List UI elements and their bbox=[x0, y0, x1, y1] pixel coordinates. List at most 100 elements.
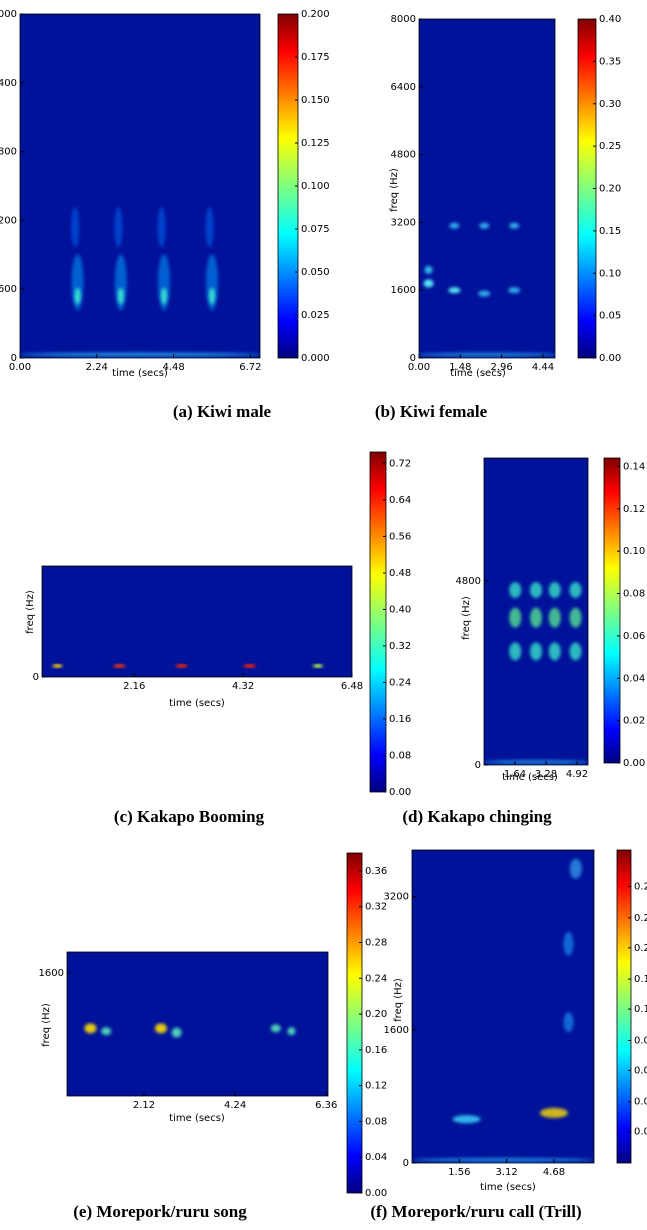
y-axis-label: freq (Hz) bbox=[389, 168, 400, 212]
y-tick-label: 6400 bbox=[391, 82, 416, 93]
energy-patch bbox=[530, 582, 542, 599]
energy-patch bbox=[270, 1024, 281, 1033]
x-axis-label: time (secs) bbox=[450, 368, 506, 379]
colorbar-tick-label: 0.000 bbox=[301, 353, 330, 364]
y-tick-label: 0 bbox=[475, 760, 481, 771]
energy-patch bbox=[71, 207, 80, 248]
y-axis-label: freq (Hz) bbox=[41, 1003, 52, 1047]
colorbar-tick-label: 0.16 bbox=[365, 1045, 387, 1056]
energy-patch bbox=[413, 1157, 593, 1162]
colorbar-tick-label: 0.64 bbox=[389, 495, 411, 506]
colorbar-tick-label: 0.0 bbox=[634, 1127, 647, 1138]
energy-patch bbox=[479, 222, 490, 229]
y-axis-label: freq (Hz) bbox=[393, 978, 404, 1022]
y-tick-label: 1600 bbox=[39, 968, 64, 979]
x-tick-label: 4.44 bbox=[532, 362, 554, 373]
colorbar-tick-label: 0.00 bbox=[623, 758, 645, 769]
spectrogram-background bbox=[19, 13, 261, 359]
energy-patch bbox=[548, 582, 561, 599]
x-tick-label: 4.92 bbox=[566, 769, 588, 780]
energy-patch bbox=[539, 1107, 568, 1118]
caption: (b) Kiwi female bbox=[375, 402, 488, 421]
energy-patch bbox=[478, 290, 491, 297]
y-tick-label: 3200 bbox=[0, 215, 17, 226]
energy-patch bbox=[205, 207, 214, 248]
energy-patch bbox=[569, 582, 582, 599]
x-tick-label: 6.48 bbox=[341, 681, 363, 692]
colorbar-tick-label: 0.16 bbox=[389, 714, 411, 725]
colorbar-tick-label: 0.48 bbox=[389, 568, 411, 579]
spectrogram-background bbox=[418, 18, 556, 359]
spectral-energy bbox=[20, 207, 260, 357]
colorbar bbox=[616, 849, 632, 1164]
colorbar bbox=[346, 852, 363, 1194]
spectrogram-background bbox=[41, 565, 353, 678]
colorbar-tick-label: 0.175 bbox=[301, 52, 330, 63]
energy-patch bbox=[449, 222, 460, 229]
spectrogram-panel: 0.00 1.48 2.96 4.44 0 1600 3200 4800 6400 8000 0.0… bbox=[375, 14, 621, 421]
energy-patch bbox=[114, 254, 127, 311]
energy-patch bbox=[530, 607, 542, 628]
x-axis-label: time (secs) bbox=[502, 772, 558, 783]
colorbar-tick-label: 0.10 bbox=[599, 268, 621, 279]
colorbar-tick-label: 0.00 bbox=[599, 353, 621, 364]
x-tick-label: 1.56 bbox=[448, 1167, 470, 1178]
y-tick-label: 1600 bbox=[391, 285, 416, 296]
energy-patch bbox=[209, 288, 215, 305]
colorbar-tick-label: 0.04 bbox=[365, 1152, 387, 1163]
colorbar-tick-label: 0.35 bbox=[599, 56, 621, 67]
colorbar-tick-label: 0.15 bbox=[599, 226, 621, 237]
energy-patch bbox=[448, 287, 461, 294]
x-tick-label: 2.12 bbox=[133, 1100, 155, 1111]
y-axis-label: freq (Hz) bbox=[461, 596, 472, 640]
y-tick-label: 4800 bbox=[391, 150, 416, 161]
spectrogram-panel: 1.56 3.12 4.68 0 1600 3200 0.2 0.2 0.2 0.1 0.1 0.0 0… bbox=[370, 849, 647, 1221]
energy-patch bbox=[158, 254, 170, 311]
spectral-energy bbox=[484, 582, 588, 764]
energy-patch bbox=[113, 663, 126, 668]
energy-patch bbox=[74, 288, 81, 305]
colorbar-tick-label: 0.08 bbox=[389, 750, 411, 761]
x-axis-label: time (secs) bbox=[169, 698, 225, 709]
colorbar-tick-label: 0.10 bbox=[623, 546, 645, 557]
energy-patch bbox=[509, 582, 522, 599]
spectral-energy bbox=[417, 222, 557, 357]
colorbar-tick-label: 0.36 bbox=[365, 866, 387, 877]
energy-patch bbox=[424, 265, 433, 274]
colorbar-tick-label: 0.2 bbox=[634, 882, 647, 893]
energy-patch bbox=[508, 287, 521, 294]
x-tick-label: 2.16 bbox=[123, 681, 145, 692]
energy-patch bbox=[530, 642, 542, 661]
energy-patch bbox=[161, 288, 167, 305]
energy-patch bbox=[548, 642, 561, 661]
energy-patch bbox=[287, 1027, 296, 1036]
y-tick-label: 1600 bbox=[384, 1025, 409, 1036]
colorbar-tick-label: 0.20 bbox=[599, 184, 621, 195]
colorbar-tick-label: 0.00 bbox=[365, 1188, 387, 1199]
energy-patch bbox=[509, 607, 522, 628]
y-tick-label: 1600 bbox=[0, 284, 17, 295]
x-tick-label: 4.32 bbox=[232, 681, 254, 692]
y-tick-label: 4800 bbox=[0, 147, 17, 158]
colorbar-tick-label: 0.050 bbox=[301, 267, 330, 278]
colorbar-tick-label: 0.04 bbox=[623, 673, 645, 684]
y-tick-label: 0 bbox=[11, 353, 17, 364]
spectrogram-background bbox=[411, 849, 595, 1164]
spectrogram-panel: 1.64 3.28 4.92 0 4800 0.00 0.02 0.04 0.06 0.08 0.1… bbox=[402, 457, 645, 826]
y-axis-label: freq (Hz) bbox=[25, 590, 36, 634]
energy-patch bbox=[484, 759, 588, 764]
colorbar-tick-label: 0.0 bbox=[634, 1065, 647, 1076]
energy-patch bbox=[206, 254, 218, 311]
colorbar-tick-label: 0.25 bbox=[599, 141, 621, 152]
x-axis-label: time (secs) bbox=[480, 1182, 536, 1193]
colorbar-tick-label: 0.32 bbox=[365, 902, 387, 913]
colorbar-tick-label: 0.2 bbox=[634, 943, 647, 954]
y-tick-label: 0 bbox=[33, 672, 39, 683]
colorbar-tick-label: 0.00 bbox=[389, 787, 411, 798]
spectral-energy bbox=[52, 663, 323, 668]
spectral-energy bbox=[413, 858, 593, 1162]
colorbar-tick-label: 0.100 bbox=[301, 181, 330, 192]
energy-patch bbox=[569, 642, 582, 661]
x-tick-label: 0.00 bbox=[9, 362, 31, 373]
colorbar-tick-label: 0.150 bbox=[301, 95, 330, 106]
